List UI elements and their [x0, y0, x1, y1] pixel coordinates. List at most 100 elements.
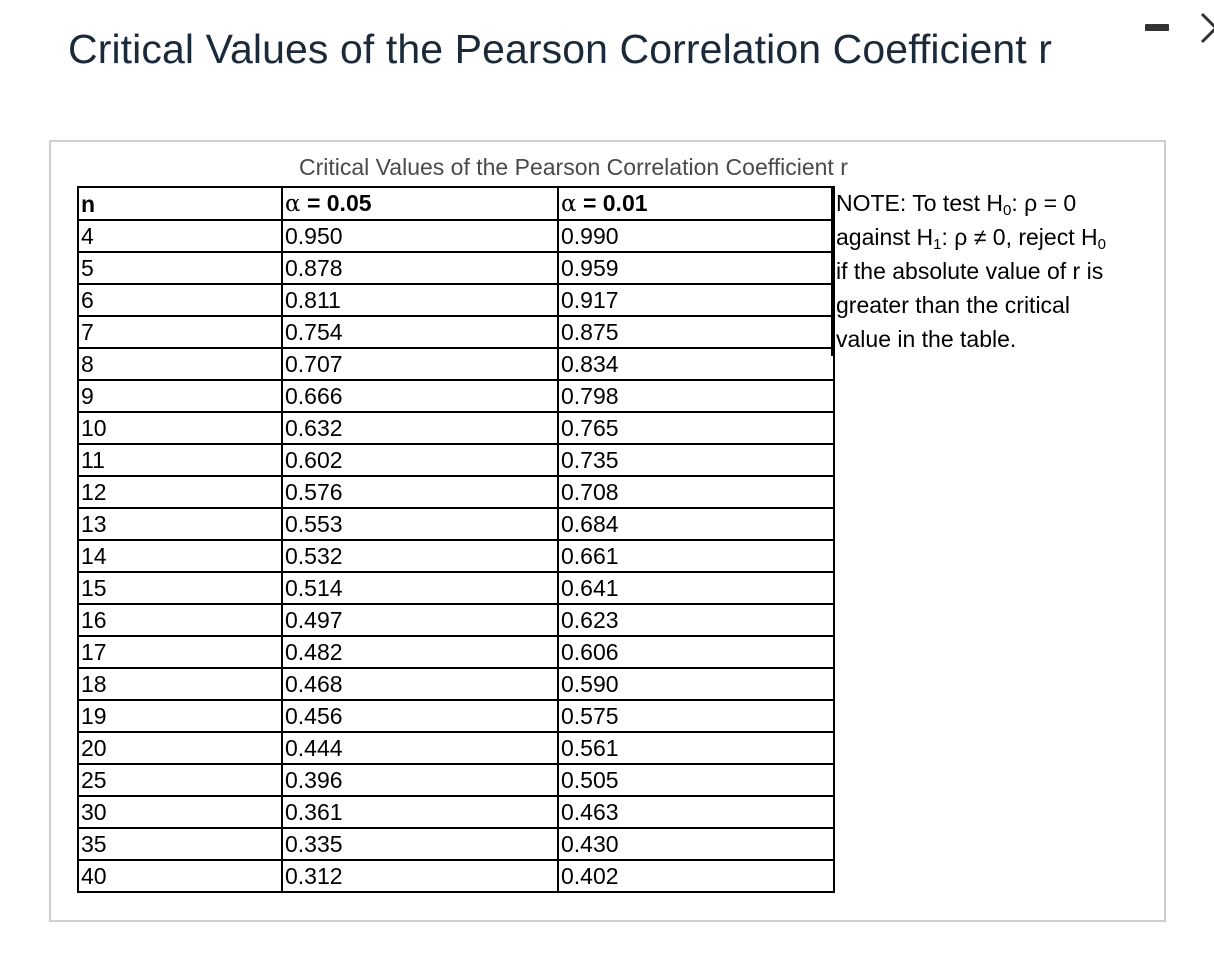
cell-alpha-001: 0.834 — [557, 347, 835, 381]
cell-alpha-005: 0.553 — [281, 507, 559, 541]
cell-n: 25 — [77, 763, 283, 797]
cell-n: 7 — [77, 315, 283, 349]
cell-alpha-005: 0.514 — [281, 571, 559, 605]
critical-values-table: n α = 0.05 α = 0.01 4 0.950 0.990 5 0.878 0.… — [77, 186, 835, 893]
cell-n: 40 — [77, 859, 283, 893]
cell-alpha-005: 0.576 — [281, 475, 559, 509]
cell-alpha-001: 0.463 — [557, 795, 835, 829]
cell-alpha-005: 0.632 — [281, 411, 559, 445]
alpha-value: = 0.01 — [582, 190, 648, 216]
note-line: NOTE: To test H0: ρ = 0 — [836, 186, 1164, 220]
header-n: n — [77, 186, 283, 221]
table-row: 13 0.553 0.684 — [77, 507, 835, 541]
header-alpha-001: α = 0.01 — [557, 186, 835, 221]
table-row: 11 0.602 0.735 — [77, 443, 835, 477]
cell-alpha-001: 0.561 — [557, 731, 835, 765]
note-fragment: : ρ = 0 — [1011, 190, 1077, 216]
subscript: 0 — [1097, 236, 1106, 253]
cell-n: 20 — [77, 731, 283, 765]
note-line: against H1: ρ ≠ 0, reject H0 — [836, 220, 1164, 254]
cell-n: 15 — [77, 571, 283, 605]
cell-n: 6 — [77, 283, 283, 317]
cell-alpha-001: 0.798 — [557, 379, 835, 413]
table-row: 10 0.632 0.765 — [77, 411, 835, 445]
cell-n: 17 — [77, 635, 283, 669]
cell-n: 9 — [77, 379, 283, 413]
cell-alpha-001: 0.430 — [557, 827, 835, 861]
cell-alpha-001: 0.765 — [557, 411, 835, 445]
cell-n: 16 — [77, 603, 283, 637]
cell-alpha-005: 0.335 — [281, 827, 559, 861]
cell-alpha-005: 0.312 — [281, 859, 559, 893]
table-row: 30 0.361 0.463 — [77, 795, 835, 829]
alpha-symbol: α — [285, 191, 301, 217]
cell-alpha-005: 0.497 — [281, 603, 559, 637]
table-row: 35 0.335 0.430 — [77, 827, 835, 861]
cell-n: 4 — [77, 219, 283, 253]
note-line: value in the table. — [836, 326, 1017, 352]
note-text: NOTE: To test H0: ρ = 0 against H1: ρ ≠ … — [831, 186, 1164, 356]
cell-n: 18 — [77, 667, 283, 701]
cell-alpha-001: 0.623 — [557, 603, 835, 637]
table-row: 6 0.811 0.917 — [77, 283, 835, 317]
table-row: 7 0.754 0.875 — [77, 315, 835, 349]
table-row: 5 0.878 0.959 — [77, 251, 835, 285]
note-line: greater than the critical — [836, 292, 1070, 318]
cell-alpha-001: 0.917 — [557, 283, 835, 317]
cell-alpha-001: 0.661 — [557, 539, 835, 573]
cell-alpha-005: 0.602 — [281, 443, 559, 477]
table-row: 4 0.950 0.990 — [77, 219, 835, 253]
cell-alpha-005: 0.456 — [281, 699, 559, 733]
alpha-value: = 0.05 — [306, 190, 372, 216]
table-row: 8 0.707 0.834 — [77, 347, 835, 381]
table-row: 12 0.576 0.708 — [77, 475, 835, 509]
subscript: 1 — [933, 236, 942, 253]
cell-alpha-005: 0.754 — [281, 315, 559, 349]
subscript: 0 — [1003, 202, 1012, 219]
cell-alpha-005: 0.950 — [281, 219, 559, 253]
cell-alpha-001: 0.990 — [557, 219, 835, 253]
close-icon[interactable] — [1198, 8, 1214, 48]
table-row: 9 0.666 0.798 — [77, 379, 835, 413]
cell-n: 12 — [77, 475, 283, 509]
cell-alpha-005: 0.482 — [281, 635, 559, 669]
table-caption: Critical Values of the Pearson Correlati… — [299, 154, 848, 180]
table-row: 19 0.456 0.575 — [77, 699, 835, 733]
minimize-icon[interactable] — [1145, 24, 1169, 31]
cell-alpha-005: 0.532 — [281, 539, 559, 573]
table-image-viewer[interactable]: Critical Values of the Pearson Correlati… — [49, 140, 1166, 922]
cell-n: 8 — [77, 347, 283, 381]
cell-alpha-001: 0.402 — [557, 859, 835, 893]
cell-alpha-005: 0.468 — [281, 667, 559, 701]
page-title: Critical Values of the Pearson Correlati… — [68, 26, 1052, 72]
cell-alpha-005: 0.444 — [281, 731, 559, 765]
cell-alpha-001: 0.875 — [557, 315, 835, 349]
note-fragment: NOTE: To test H — [836, 190, 1004, 216]
table-header-row: n α = 0.05 α = 0.01 — [77, 186, 835, 221]
cell-alpha-001: 0.606 — [557, 635, 835, 669]
cell-alpha-001: 0.575 — [557, 699, 835, 733]
table-row: 18 0.468 0.590 — [77, 667, 835, 701]
header-alpha-005: α = 0.05 — [281, 186, 559, 221]
cell-n: 11 — [77, 443, 283, 477]
table-row: 17 0.482 0.606 — [77, 635, 835, 669]
note-fragment: : ρ ≠ 0, reject H — [941, 224, 1098, 250]
cell-n: 30 — [77, 795, 283, 829]
cell-n: 5 — [77, 251, 283, 285]
cell-alpha-001: 0.590 — [557, 667, 835, 701]
cell-n: 19 — [77, 699, 283, 733]
cell-n: 10 — [77, 411, 283, 445]
cell-n: 13 — [77, 507, 283, 541]
table-row: 25 0.396 0.505 — [77, 763, 835, 797]
note-fragment: against H — [836, 224, 934, 250]
cell-alpha-005: 0.878 — [281, 251, 559, 285]
table-row: 40 0.312 0.402 — [77, 859, 835, 893]
cell-alpha-005: 0.361 — [281, 795, 559, 829]
note-line: if the absolute value of r is — [836, 258, 1104, 284]
cell-alpha-005: 0.396 — [281, 763, 559, 797]
alpha-symbol: α — [561, 191, 577, 217]
cell-alpha-001: 0.735 — [557, 443, 835, 477]
cell-alpha-005: 0.666 — [281, 379, 559, 413]
table-row: 16 0.497 0.623 — [77, 603, 835, 637]
cell-alpha-005: 0.811 — [281, 283, 559, 317]
